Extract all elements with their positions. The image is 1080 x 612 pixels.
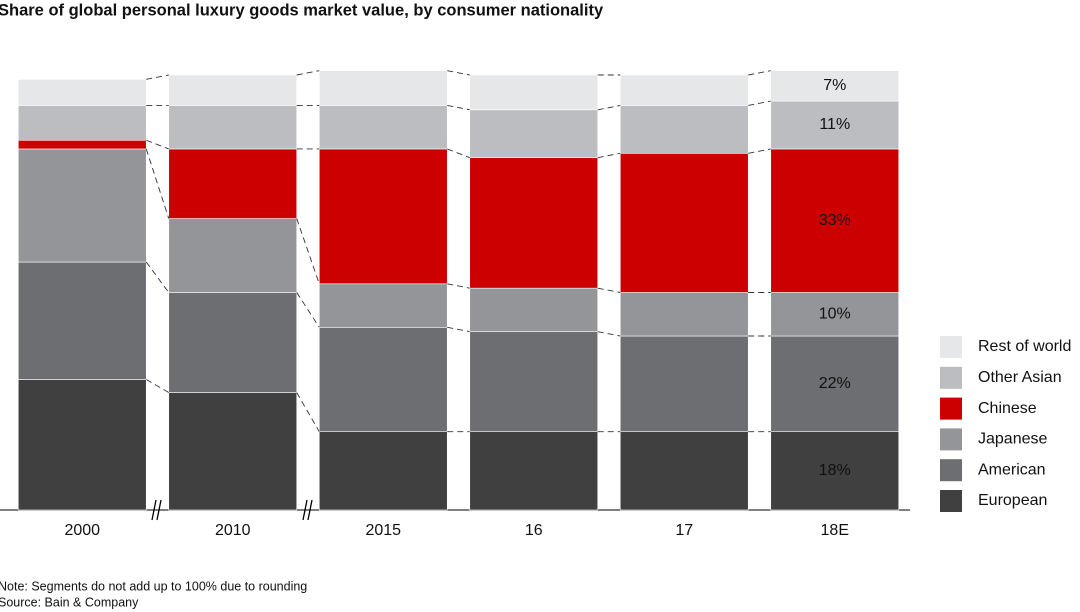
connector [447, 105, 470, 111]
connector [146, 139, 169, 150]
connector [296, 70, 320, 76]
value-label: 22% [819, 375, 851, 392]
x-tick-label: 2000 [64, 522, 100, 539]
connector [296, 292, 320, 328]
bar-segment [619, 335, 749, 432]
connector [447, 70, 470, 76]
connector [447, 148, 470, 159]
legend-label: Japanese [978, 431, 1047, 448]
legend-label: Rest of world [978, 338, 1071, 355]
value-label: 18% [819, 462, 851, 479]
bar-segment [318, 70, 448, 106]
value-label: 10% [819, 305, 851, 322]
connector [748, 148, 771, 154]
bar-segment [17, 148, 147, 263]
bar-segment [619, 153, 749, 293]
note: Note: Segments do not add up to 100% due… [0, 579, 307, 593]
bar-segment [168, 218, 298, 293]
connector [145, 261, 170, 293]
legend-label: Other Asian [978, 369, 1062, 386]
bar-segment [318, 326, 448, 432]
bar-segment [168, 148, 298, 219]
bar-segment [168, 392, 298, 511]
source: Source: Bain & Company [0, 595, 139, 609]
value-label: 11% [819, 116, 850, 133]
bar-segment [168, 74, 298, 106]
legend-swatch [940, 490, 962, 512]
legend-label: European [978, 492, 1047, 509]
value-label: 7% [823, 77, 846, 94]
bar-segment [469, 431, 599, 511]
legend-swatch [940, 397, 962, 420]
bar-segment [770, 70, 900, 102]
bar-segment [469, 74, 599, 111]
bar-segment [17, 379, 147, 511]
bar-segment [619, 431, 749, 511]
bar-segment [469, 157, 599, 289]
x-tick-label: 18E [821, 522, 849, 539]
connector [597, 105, 621, 111]
bar-segment [168, 292, 298, 393]
bar-segment [469, 109, 599, 158]
bar-segment [619, 74, 749, 106]
bar-segment [619, 105, 749, 154]
chart-title: Share of global personal luxury goods ma… [0, 1, 604, 19]
connector [447, 326, 470, 333]
x-tick-label: 2015 [365, 522, 401, 539]
legend-swatch [940, 459, 962, 482]
bar-segment [770, 431, 900, 511]
x-tick-label: 16 [525, 522, 543, 539]
legend-label: Chinese [978, 400, 1037, 417]
connector [296, 218, 320, 284]
legend-swatch [940, 336, 962, 358]
connector [748, 100, 771, 106]
bar-segment [318, 431, 448, 511]
value-label: 33% [819, 212, 851, 229]
bar-segment [318, 148, 448, 285]
connector [146, 74, 169, 80]
connector [597, 331, 621, 337]
bar-segment [469, 287, 599, 332]
bar-segment [770, 335, 900, 432]
connector [145, 148, 170, 219]
bar-segment [318, 283, 448, 328]
connector [597, 287, 621, 293]
connector [748, 70, 771, 76]
bar-segment [17, 79, 147, 106]
connector [146, 379, 169, 393]
legend-swatch [940, 366, 962, 389]
bar-segment [619, 292, 749, 337]
bar-segment [469, 331, 599, 432]
legend-label: American [978, 461, 1046, 478]
bar-segment [17, 139, 147, 150]
x-tick-label: 2010 [215, 522, 251, 539]
connector [597, 152, 621, 159]
bar-segment [318, 105, 448, 150]
x-tick-label: 17 [675, 522, 693, 539]
legend-swatch [940, 428, 962, 451]
bar-segment [168, 105, 298, 150]
connector [296, 392, 320, 432]
bar-segment [17, 105, 147, 141]
bar-segment [17, 261, 147, 380]
connector [447, 283, 470, 289]
